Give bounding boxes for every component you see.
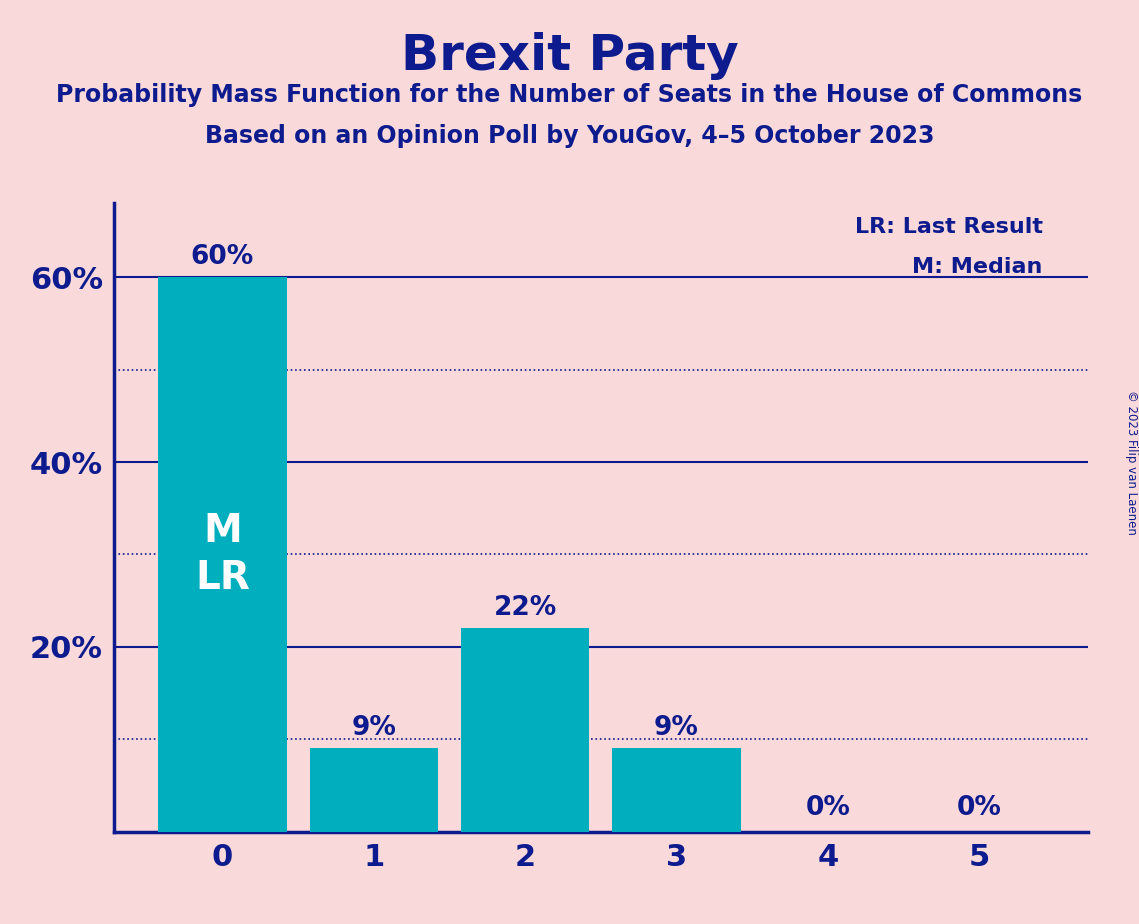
Bar [310, 748, 439, 832]
Bar [461, 628, 590, 832]
Bar [158, 277, 287, 832]
Text: 0%: 0% [957, 795, 1001, 821]
Bar [612, 748, 740, 832]
Text: 9%: 9% [654, 715, 699, 741]
Text: M
LR: M LR [195, 512, 249, 597]
Text: LR: Last Result: LR: Last Result [854, 217, 1042, 237]
Text: Probability Mass Function for the Number of Seats in the House of Commons: Probability Mass Function for the Number… [56, 83, 1083, 107]
Text: 0%: 0% [805, 795, 850, 821]
Text: 9%: 9% [352, 715, 396, 741]
Text: Based on an Opinion Poll by YouGov, 4–5 October 2023: Based on an Opinion Poll by YouGov, 4–5 … [205, 124, 934, 148]
Text: Brexit Party: Brexit Party [401, 32, 738, 80]
Text: 60%: 60% [191, 244, 254, 270]
Text: M: Median: M: Median [912, 257, 1042, 277]
Text: 22%: 22% [493, 595, 557, 621]
Text: © 2023 Filip van Laenen: © 2023 Filip van Laenen [1124, 390, 1138, 534]
